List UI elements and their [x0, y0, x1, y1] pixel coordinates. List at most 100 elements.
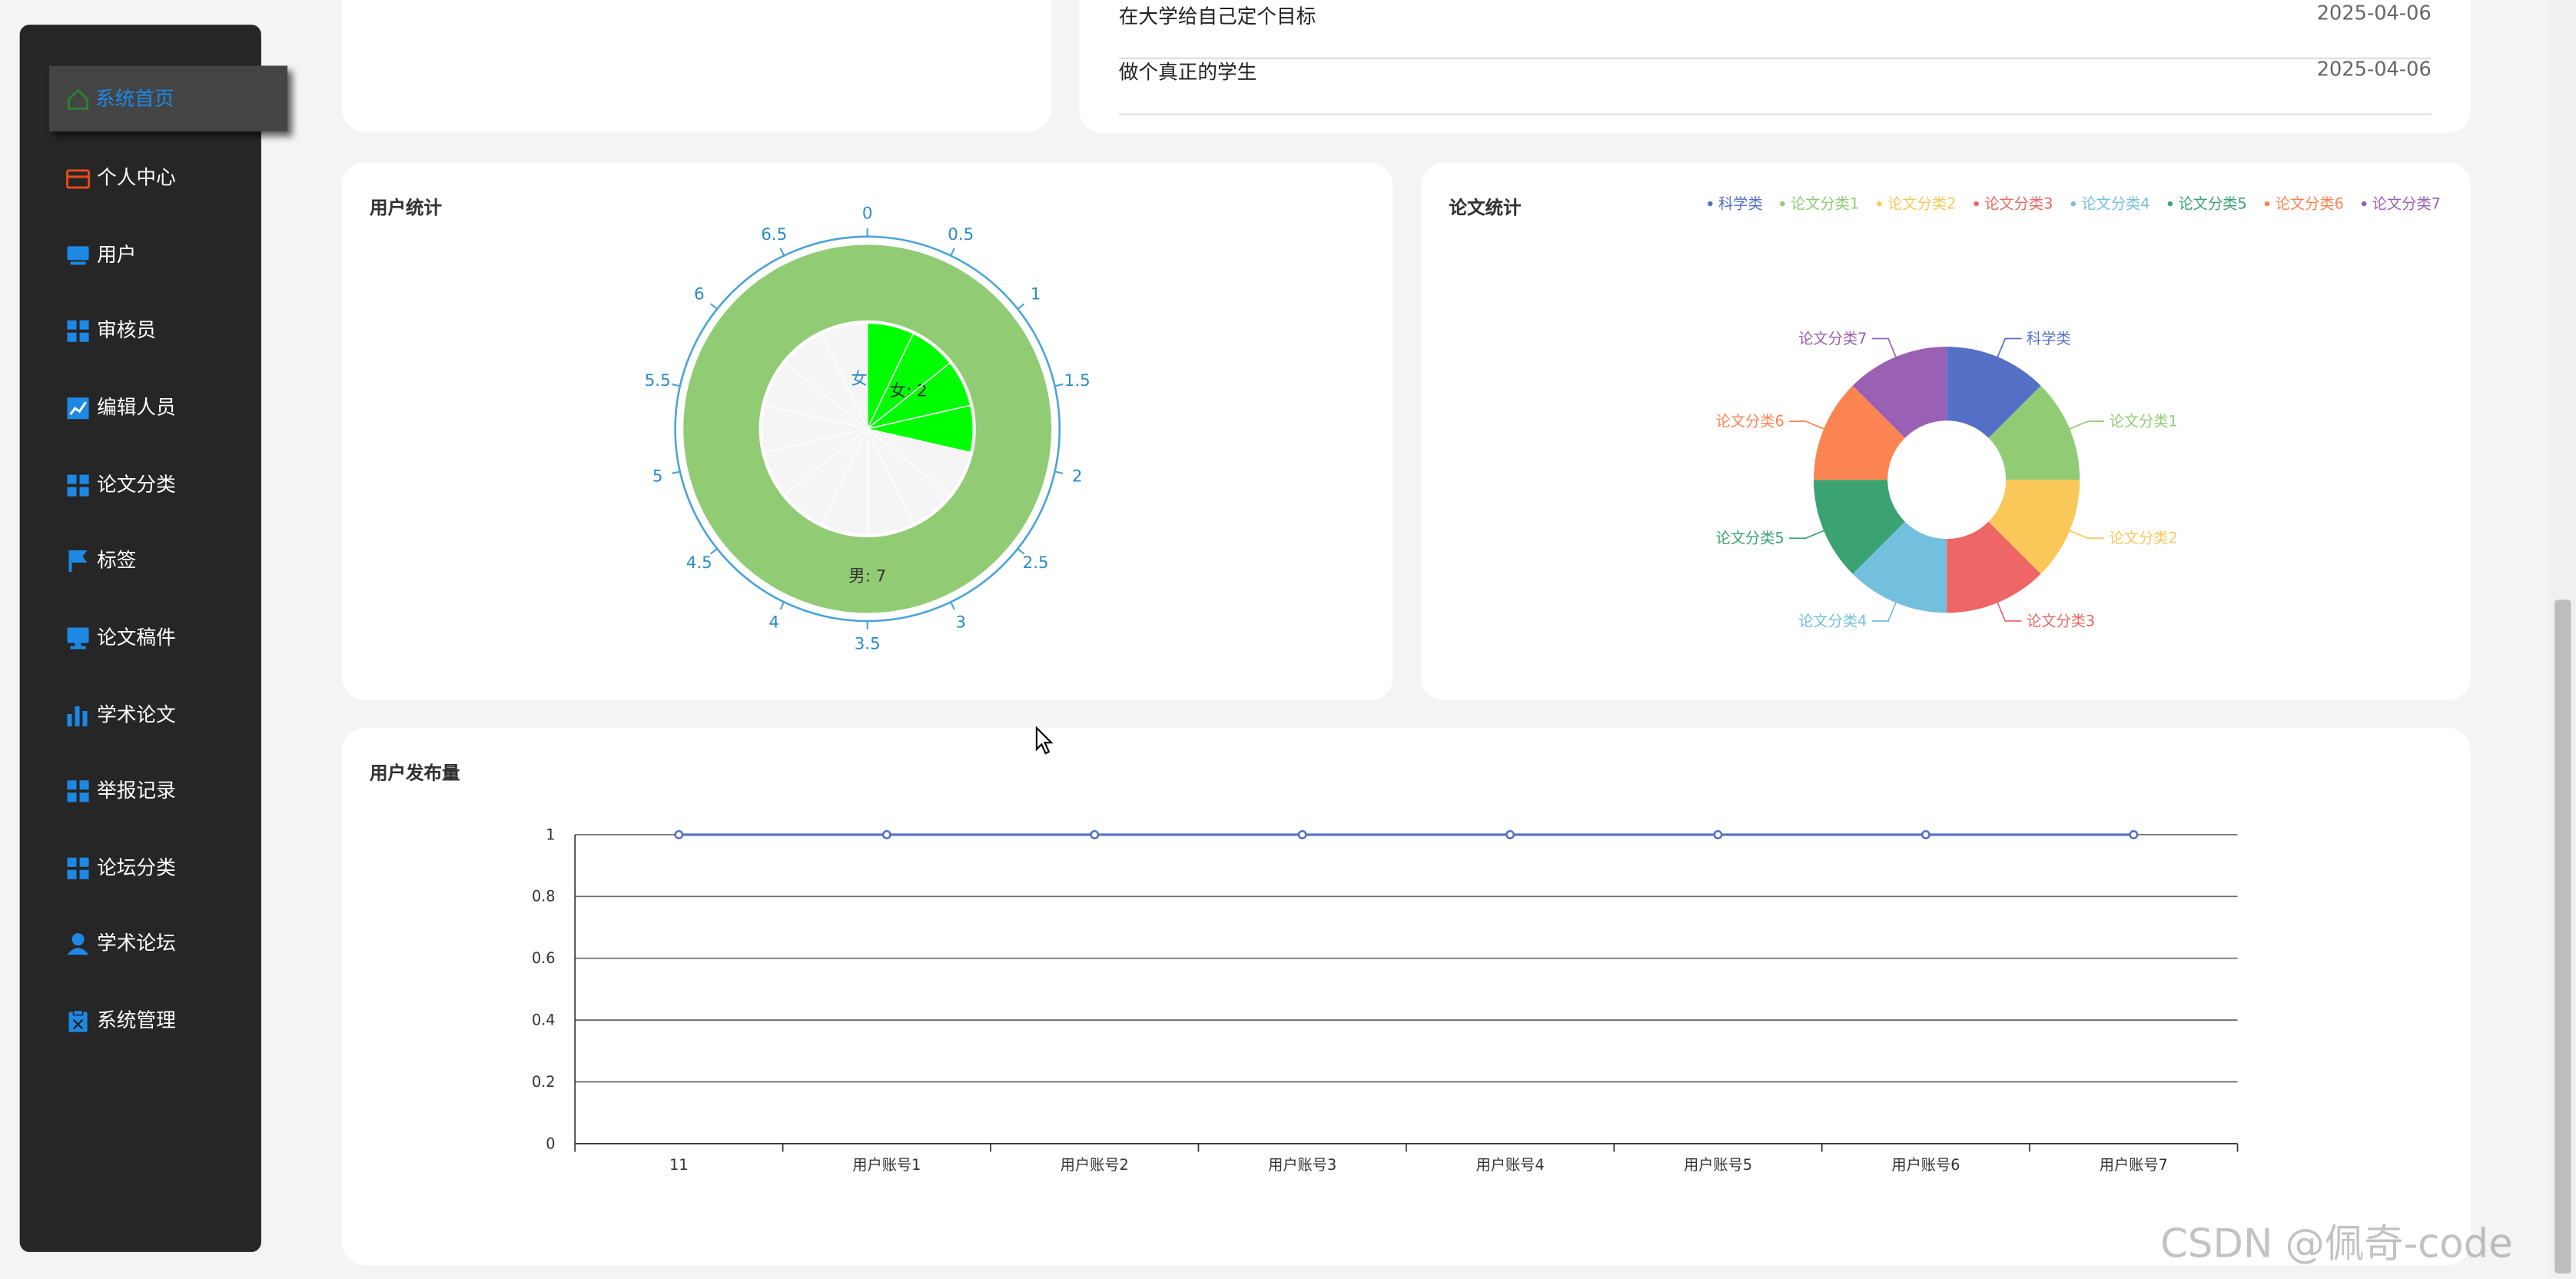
sidebar-item-editor[interactable]: 编辑人员 — [20, 374, 261, 440]
sidebar-item-label: 论文分类 — [97, 473, 176, 497]
sidebar-item-home[interactable]: 系统首页 — [49, 65, 288, 132]
angle-tick-label: 6.5 — [761, 225, 787, 244]
scrollbar-thumb[interactable] — [2554, 600, 2571, 1274]
polar-grid-line — [821, 428, 868, 524]
x-tick-label: 用户账号7 — [2100, 1156, 2168, 1174]
pie-label: 论文分类1 — [2110, 413, 2178, 430]
polar-grid-line — [867, 428, 914, 524]
polar-grid-line — [867, 334, 914, 430]
desktop-icon — [67, 627, 89, 649]
sidebar-item-system-management[interactable]: 系统管理 — [20, 988, 261, 1054]
polar-grid-line — [765, 428, 868, 453]
angle-tick-label: 1 — [1031, 285, 1041, 304]
x-tick-label: 用户账号5 — [1684, 1156, 1752, 1174]
legend-item: 论文分类2 — [1887, 194, 1956, 212]
grid-icon — [67, 857, 89, 879]
y-tick-label: 0.6 — [532, 949, 556, 967]
polar-bar-label: 女: 2 — [890, 381, 928, 400]
x-tick-label: 用户账号3 — [1268, 1156, 1336, 1174]
sidebar-item-reviewer[interactable]: 审核员 — [20, 297, 261, 364]
legend-marker — [1973, 201, 1979, 207]
sidebar-item-tags[interactable]: 标签 — [20, 527, 261, 593]
watermark: CSDN @佩奇-code — [2160, 1221, 2513, 1267]
angle-tick-label: 4 — [768, 613, 779, 633]
legend-item: 论文分类3 — [1984, 194, 2053, 212]
y-tick-label: 1 — [546, 826, 555, 843]
sidebar-item-label: 学术论坛 — [97, 932, 176, 955]
polar-grid-line — [867, 363, 951, 430]
pie-label: 论文分类6 — [1716, 413, 1784, 430]
news-row[interactable]: 在大学给自己定个目标 2025-04-06 — [1118, 2, 2432, 59]
polar-grid-line — [765, 404, 868, 430]
legend-item: 论文分类5 — [2179, 194, 2247, 212]
angle-tick-label: 5.5 — [645, 371, 671, 390]
polar-grid-line — [867, 404, 971, 430]
pie-label-line — [1789, 530, 1824, 540]
angle-tick — [779, 601, 785, 610]
sidebar-item-label: 论坛分类 — [97, 855, 176, 879]
sidebar-item-label: 编辑人员 — [97, 396, 176, 420]
pie-label: 论文分类7 — [1798, 330, 1867, 347]
pie-slice — [1988, 385, 2080, 480]
sidebar-item-forum-category[interactable]: 论坛分类 — [20, 835, 261, 901]
data-point — [674, 829, 684, 839]
y-tick-label: 0.8 — [532, 888, 556, 905]
chart-line-icon — [67, 397, 89, 420]
legend-marker — [1877, 201, 1882, 207]
polar-grid-line — [867, 428, 971, 453]
sidebar-item-label: 标签 — [97, 548, 137, 572]
clipboard-icon — [68, 1009, 88, 1032]
angle-tick-label: 0.5 — [948, 225, 974, 244]
sidebar-item-paper-category[interactable]: 论文分类 — [20, 452, 261, 518]
sidebar-item-academic-papers[interactable]: 学术论文 — [20, 682, 261, 748]
legend-marker — [2264, 201, 2270, 207]
pie-slice — [1814, 480, 1905, 574]
angle-tick — [1017, 548, 1025, 555]
angle-tick-label: 0 — [862, 204, 873, 223]
pie-slice — [1852, 521, 1947, 613]
legend-marker — [2070, 201, 2076, 207]
data-point — [1505, 829, 1515, 839]
legend-item: 论文分类1 — [1791, 194, 1859, 212]
data-point — [1297, 829, 1307, 839]
news-row[interactable]: 做个真正的学生 2025-04-06 — [1118, 58, 2432, 115]
sidebar-item-reports[interactable]: 举报记录 — [20, 757, 261, 823]
polar-grid-line — [785, 428, 868, 495]
pie-label: 论文分类4 — [1798, 612, 1867, 630]
pie-label-line — [1871, 337, 1897, 357]
sidebar-item-label: 论文稿件 — [97, 626, 176, 649]
angle-tick — [710, 548, 718, 555]
user-icon — [67, 933, 89, 955]
wallet-icon — [66, 169, 91, 189]
news-title: 在大学给自己定个目标 — [1118, 5, 1316, 28]
angle-tick — [1054, 470, 1064, 475]
angle-tick-label: 5 — [652, 467, 663, 487]
legend-marker — [2167, 201, 2173, 207]
news-date: 2025-04-06 — [2316, 2, 2432, 25]
sidebar-item-user[interactable]: 用户 — [20, 222, 261, 288]
flag-icon — [68, 550, 88, 573]
scrollbar[interactable] — [2549, 0, 2576, 1279]
polar-bar — [683, 244, 1052, 613]
x-tick-label: 用户账号4 — [1476, 1156, 1545, 1174]
sidebar-item-forum[interactable]: 学术论坛 — [20, 910, 261, 976]
legend-item: 论文分类7 — [2372, 194, 2441, 212]
paper-stats-card: 论文统计 科学类 论文分类1 论文分类2 论文分类3 论文分类4 论文分类5 论文分类6 论文… — [1421, 162, 2471, 700]
polar-grid-line — [867, 428, 951, 495]
angle-tick — [1017, 303, 1025, 310]
pie-slice — [1947, 521, 2041, 613]
news-title: 做个真正的学生 — [1118, 61, 1257, 85]
polar-grid-line — [785, 363, 868, 430]
pie-label-line — [2069, 530, 2105, 540]
sidebar-item-personal-center[interactable]: 个人中心 — [20, 145, 261, 211]
x-tick-label: 11 — [669, 1156, 688, 1174]
home-icon — [68, 88, 89, 110]
angle-tick — [710, 303, 718, 310]
angle-tick — [672, 470, 681, 475]
x-tick-label: 用户账号2 — [1061, 1156, 1129, 1174]
pie-label-line — [1997, 602, 2022, 622]
x-tick-label: 用户账号1 — [852, 1156, 921, 1174]
sidebar-item-manuscripts[interactable]: 论文稿件 — [20, 605, 261, 671]
grid-icon — [67, 320, 89, 342]
monitor-icon — [67, 246, 89, 265]
